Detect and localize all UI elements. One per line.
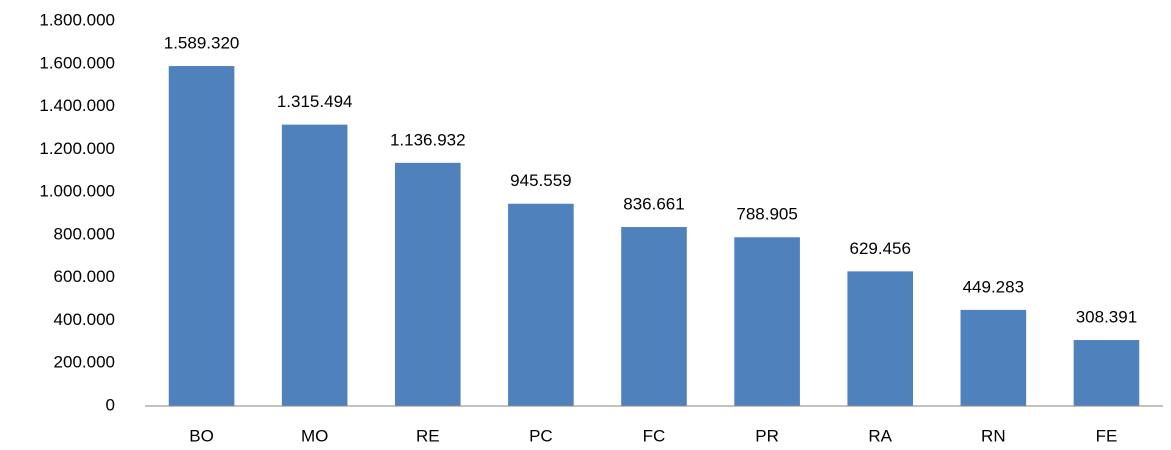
data-label: 449.283 — [963, 277, 1024, 296]
x-tick-label: FC — [643, 426, 666, 445]
y-tick-label: 1.200.000 — [39, 139, 115, 158]
bar — [1073, 340, 1140, 406]
data-label: 629.456 — [849, 239, 910, 258]
data-label: 1.136.932 — [390, 130, 466, 149]
x-tick-label: PC — [529, 426, 553, 445]
x-tick-label: MO — [301, 426, 328, 445]
bar — [960, 309, 1027, 406]
x-tick-label: BO — [189, 426, 214, 445]
data-label: 836.661 — [623, 195, 684, 214]
data-label: 1.315.494 — [277, 92, 353, 111]
bar — [394, 162, 461, 406]
data-label: 1.589.320 — [164, 34, 240, 53]
x-tick-label: FE — [1096, 426, 1118, 445]
y-tick-label: 1.400.000 — [39, 96, 115, 115]
y-tick-label: 800.000 — [54, 224, 115, 243]
bar — [281, 124, 348, 407]
bar — [621, 227, 687, 406]
x-tick-label: RA — [868, 426, 892, 445]
bar — [734, 237, 800, 406]
y-tick-label: 0 — [106, 395, 115, 414]
y-tick-label: 200.000 — [54, 353, 115, 372]
data-label: 788.905 — [736, 205, 797, 224]
y-tick-label: 400.000 — [54, 310, 115, 329]
data-label: 945.559 — [510, 171, 571, 190]
data-label: 308.391 — [1076, 308, 1137, 327]
y-tick-label: 1.600.000 — [39, 53, 115, 72]
x-tick-label: RN — [981, 426, 1006, 445]
x-tick-label: PR — [755, 426, 779, 445]
bar — [508, 203, 574, 406]
y-tick-label: 1.000.000 — [39, 182, 115, 201]
y-tick-label: 600.000 — [54, 267, 115, 286]
x-tick-label: RE — [416, 426, 440, 445]
y-tick-label: 1.800.000 — [39, 10, 115, 29]
bar — [168, 66, 235, 407]
bar — [847, 271, 914, 406]
